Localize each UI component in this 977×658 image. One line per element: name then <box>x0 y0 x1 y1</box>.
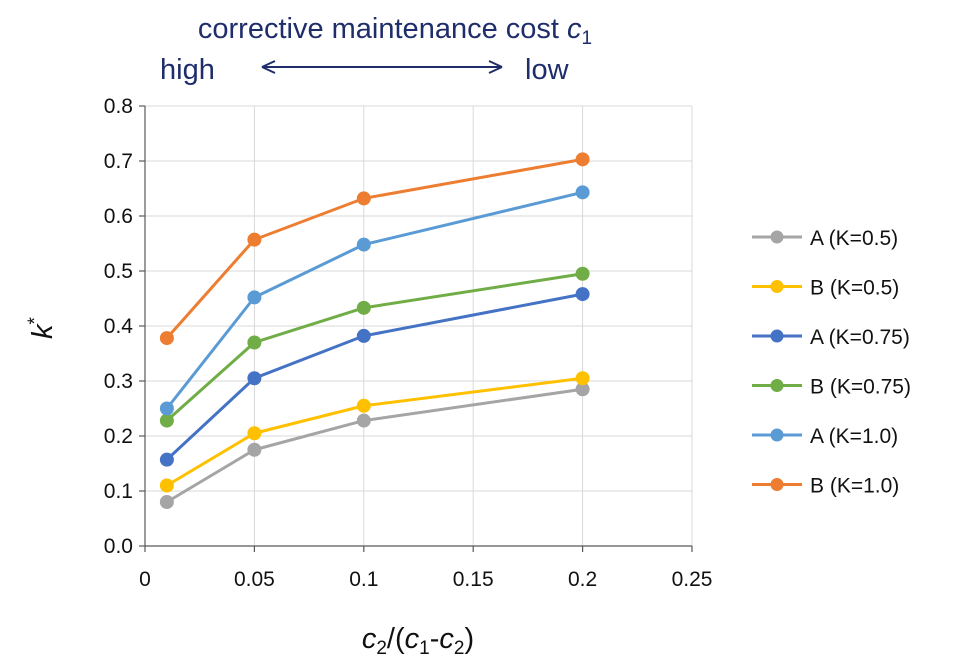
data-point <box>159 495 174 509</box>
data-point <box>159 401 174 416</box>
data-point <box>159 478 174 493</box>
x-tick-label: 0.05 <box>234 568 275 591</box>
y-tick-label: 0.0 <box>104 535 133 558</box>
legend-label: A (K=0.5) <box>810 227 898 250</box>
series-group <box>159 152 590 509</box>
data-point <box>575 152 590 167</box>
legend-entry: B (K=0.75) <box>752 376 911 399</box>
data-point <box>247 371 262 386</box>
legend-label: B (K=0.75) <box>810 376 911 399</box>
data-point <box>356 237 371 252</box>
legend-entry: B (K=0.5) <box>752 277 899 300</box>
data-point <box>575 185 590 200</box>
data-point <box>159 331 174 346</box>
legend-entry: A (K=0.75) <box>752 326 910 349</box>
data-point <box>575 371 590 386</box>
series-2 <box>159 371 590 493</box>
x-tick-label: 0 <box>139 568 151 591</box>
legend-marker <box>770 379 784 392</box>
legend-label: A (K=0.75) <box>810 326 910 349</box>
tick-labels: 0.0 0.1 0.2 0.3 0.4 0.5 0.6 0.7 0.8 0 0.05 0.1 0.15 0… <box>104 95 713 591</box>
y-tick-label: 0.3 <box>104 370 133 393</box>
y-tick-label: 0.4 <box>104 315 134 338</box>
series-line <box>165 190 583 410</box>
legend-marker <box>770 478 784 491</box>
cost-annotation: corrective maintenance cost c1 high low <box>160 13 592 86</box>
series-line <box>165 157 583 340</box>
y-tick-label: 0.6 <box>104 205 133 228</box>
data-point <box>356 191 371 206</box>
data-point <box>159 413 174 428</box>
y-axis-title: k* <box>25 316 59 339</box>
legend-label: B (K=1.0) <box>810 475 899 498</box>
legend-entry: B (K=1.0) <box>752 475 899 498</box>
x-tick-label: 0.1 <box>349 568 378 591</box>
arrow-right-icon <box>488 60 503 74</box>
y-tick-label: 0.5 <box>104 260 133 283</box>
y-tick-label: 0.7 <box>104 150 133 173</box>
legend-marker <box>770 230 784 244</box>
series-1 <box>159 382 590 509</box>
x-tick-label: 0.15 <box>453 568 494 591</box>
y-tick-label: 0.8 <box>104 95 133 118</box>
data-point <box>247 426 262 441</box>
data-point <box>247 232 262 247</box>
legend: A (K=0.5) B (K=0.5) A (K=0.75) B (K=0.75) A … <box>752 227 911 498</box>
data-point <box>247 442 262 457</box>
series-5 <box>159 185 590 416</box>
data-point <box>247 335 262 350</box>
legend-entry: A (K=0.5) <box>752 227 898 250</box>
axes <box>139 105 693 552</box>
data-point <box>356 398 371 413</box>
legend-entry: A (K=1.0) <box>752 425 898 448</box>
data-point <box>356 300 371 315</box>
series-6 <box>159 152 590 346</box>
annotation-low: low <box>525 54 570 86</box>
series-line <box>165 272 583 422</box>
y-tick-label: 0.2 <box>104 425 133 448</box>
data-point <box>247 290 262 305</box>
series-4 <box>159 266 590 428</box>
data-point <box>575 382 590 397</box>
y-tick-label: 0.1 <box>104 480 133 503</box>
data-point <box>356 413 371 428</box>
series-3 <box>159 287 590 467</box>
legend-label: B (K=0.5) <box>810 277 899 300</box>
data-point <box>575 266 590 281</box>
legend-marker <box>770 280 784 293</box>
series-line <box>166 387 583 504</box>
data-point <box>575 287 590 302</box>
annotation-high: high <box>160 54 215 86</box>
annotation-title: corrective maintenance cost c1 <box>198 13 592 49</box>
x-tick-label: 0.25 <box>672 568 713 591</box>
x-tick-label: 0.2 <box>568 568 597 591</box>
series-line <box>166 376 583 487</box>
data-point <box>356 328 371 343</box>
grid <box>145 105 693 546</box>
legend-marker <box>770 329 784 343</box>
data-point <box>159 452 174 467</box>
arrow-left-icon <box>261 60 276 74</box>
legend-marker <box>770 428 784 442</box>
legend-label: A (K=1.0) <box>810 425 898 448</box>
series-line <box>165 292 583 461</box>
x-axis-title: c2/(c1-c2) <box>362 623 474 658</box>
